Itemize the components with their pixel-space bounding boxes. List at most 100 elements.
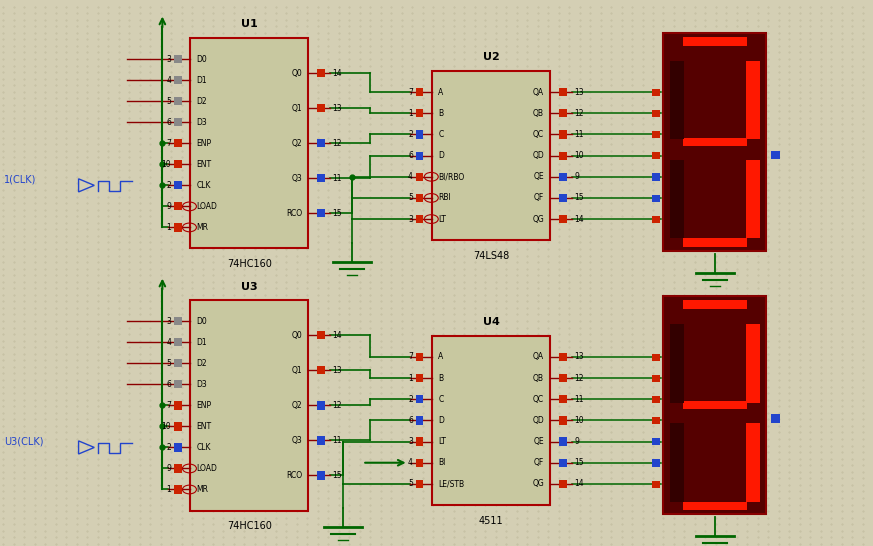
Text: D1: D1 <box>196 338 207 347</box>
Text: D2: D2 <box>196 97 207 106</box>
Bar <box>652 459 660 466</box>
Bar <box>771 151 780 159</box>
Text: D2: D2 <box>196 359 207 368</box>
Text: 7: 7 <box>166 401 171 410</box>
Bar <box>559 151 567 159</box>
Bar <box>652 110 660 117</box>
Text: ENT: ENT <box>196 422 211 431</box>
Text: MR: MR <box>196 223 209 232</box>
Bar <box>559 215 567 223</box>
Bar <box>652 375 660 382</box>
Text: 11: 11 <box>574 130 584 139</box>
Text: LE/STB: LE/STB <box>438 479 464 488</box>
Text: 2: 2 <box>409 395 413 403</box>
Text: ENT: ENT <box>196 160 211 169</box>
Text: QC: QC <box>533 395 544 403</box>
Text: BI: BI <box>438 458 445 467</box>
Text: Q0: Q0 <box>292 69 302 78</box>
Text: 12: 12 <box>574 109 584 118</box>
Text: 2: 2 <box>167 181 171 190</box>
Text: 3: 3 <box>408 437 413 446</box>
Text: 10: 10 <box>574 416 584 425</box>
Text: D3: D3 <box>196 380 207 389</box>
Text: 14: 14 <box>333 69 342 78</box>
Bar <box>174 380 182 389</box>
Bar <box>174 181 182 189</box>
Bar <box>190 38 308 248</box>
Text: QG: QG <box>533 215 544 223</box>
Bar <box>174 317 182 325</box>
Text: 14: 14 <box>574 479 584 488</box>
Text: ENP: ENP <box>196 401 211 410</box>
Bar <box>317 436 325 444</box>
Bar <box>416 459 423 467</box>
Text: 4: 4 <box>166 338 171 347</box>
Text: 2: 2 <box>409 130 413 139</box>
Text: 10: 10 <box>162 160 171 169</box>
Bar <box>317 331 325 340</box>
Text: 1: 1 <box>409 109 413 118</box>
Text: B: B <box>438 373 443 383</box>
Text: QD: QD <box>533 416 544 425</box>
Text: 1: 1 <box>167 223 171 232</box>
Text: U1: U1 <box>241 20 258 29</box>
Text: U3: U3 <box>241 282 258 292</box>
Bar <box>683 37 747 45</box>
Bar <box>652 216 660 223</box>
Text: C: C <box>438 395 443 403</box>
Bar <box>652 396 660 403</box>
Text: 3: 3 <box>408 215 413 223</box>
Text: 2: 2 <box>167 443 171 452</box>
Text: 74LS48: 74LS48 <box>473 251 509 261</box>
Text: QA: QA <box>533 88 544 97</box>
Bar <box>746 160 760 239</box>
Text: Q2: Q2 <box>292 139 302 148</box>
Text: CLK: CLK <box>196 443 211 452</box>
Bar <box>559 437 567 446</box>
Bar <box>670 61 684 139</box>
Text: 3: 3 <box>166 317 171 326</box>
Bar <box>652 480 660 488</box>
Text: 6: 6 <box>166 118 171 127</box>
Bar <box>432 336 550 505</box>
Text: 7: 7 <box>166 139 171 148</box>
Bar <box>174 76 182 84</box>
Text: 74HC160: 74HC160 <box>227 521 272 531</box>
Text: 11: 11 <box>574 395 584 403</box>
Bar <box>174 97 182 105</box>
Text: LT: LT <box>438 437 446 446</box>
Text: QG: QG <box>533 479 544 488</box>
Bar <box>559 417 567 425</box>
Text: 9: 9 <box>574 173 580 181</box>
Text: D: D <box>438 416 444 425</box>
Bar <box>670 324 684 402</box>
Text: 7: 7 <box>408 88 413 97</box>
Text: 6: 6 <box>408 151 413 160</box>
Bar <box>559 480 567 488</box>
Text: A: A <box>438 88 443 97</box>
Bar <box>416 353 423 361</box>
Bar <box>416 374 423 382</box>
Text: D: D <box>438 151 444 160</box>
Bar <box>771 414 780 423</box>
Text: 12: 12 <box>333 401 342 410</box>
Bar <box>174 223 182 232</box>
Bar <box>174 139 182 147</box>
Bar <box>317 401 325 410</box>
Text: C: C <box>438 130 443 139</box>
Text: 5: 5 <box>166 97 171 106</box>
Text: 74HC160: 74HC160 <box>227 259 272 269</box>
Bar <box>652 354 660 361</box>
Text: 11: 11 <box>333 436 342 445</box>
Bar <box>559 109 567 117</box>
Bar <box>174 423 182 430</box>
Text: 1: 1 <box>167 485 171 494</box>
Bar <box>652 131 660 138</box>
Bar <box>174 202 182 210</box>
Text: 15: 15 <box>574 193 584 203</box>
Bar <box>174 118 182 126</box>
Bar <box>317 69 325 78</box>
Bar <box>174 359 182 367</box>
Bar <box>683 502 747 510</box>
Text: QC: QC <box>533 130 544 139</box>
